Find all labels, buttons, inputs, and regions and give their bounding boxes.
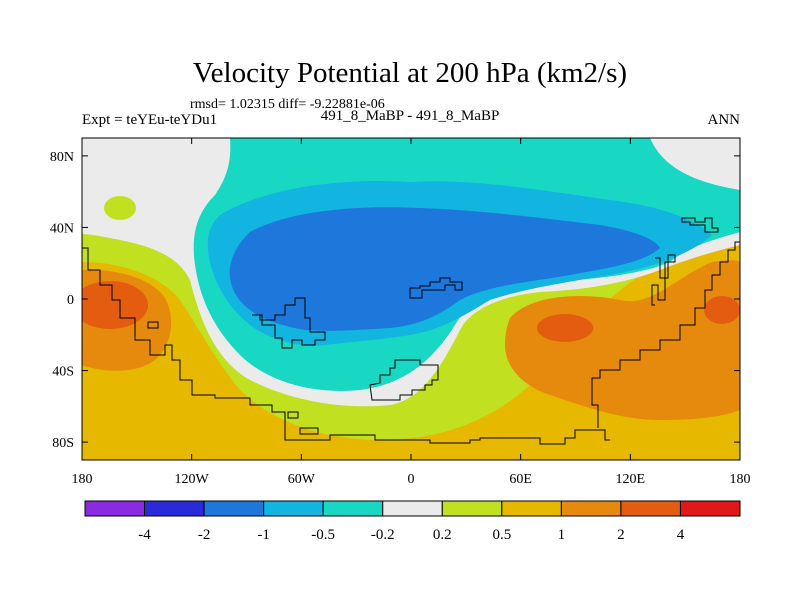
chart-title: Velocity Potential at 200 hPa (km2/s) <box>193 57 627 89</box>
y-tick-label: 80N <box>50 150 74 165</box>
colorbar-level-label: 0.5 <box>492 527 511 543</box>
x-tick-label: 0 <box>408 472 415 487</box>
center-label: 491_8_MaBP - 491_8_MaBP <box>321 108 500 124</box>
colorbar-level-label: 4 <box>677 527 685 543</box>
right-label: ANN <box>708 112 741 128</box>
y-tick-label: 80S <box>52 436 74 451</box>
left-label: Expt = teYEu-teYDu1 <box>82 112 217 128</box>
contour-south-positive-band <box>82 240 740 460</box>
colorbar-swatch <box>263 500 324 517</box>
coastline-americas <box>82 247 610 445</box>
colorbar-level-label: 0.2 <box>433 527 452 543</box>
colorbar-swatch <box>441 500 503 517</box>
y-tick-label: 0 <box>67 293 74 308</box>
coastline-antarctica-east <box>591 241 740 428</box>
x-tick-label: 60E <box>509 472 532 487</box>
colorbar-swatch <box>620 500 681 517</box>
x-tick-label: 60W <box>288 472 316 487</box>
colorbar-swatch <box>382 500 443 517</box>
contour-indian-maximum <box>537 314 593 342</box>
coastline-australia <box>369 359 439 401</box>
stats-line: rmsd= 1.02315 diff= -9.22881e-06 <box>190 97 385 112</box>
coastlines <box>82 217 740 445</box>
colorbar: -4 -2 -1 -0.5 -0.2 0.2 0.5 1 2 4 <box>84 500 741 543</box>
coastline-asia <box>409 277 463 299</box>
colorbar-level-label: -2 <box>198 527 211 543</box>
colorbar-swatch <box>501 500 562 517</box>
colorbar-level-label: 1 <box>558 527 566 543</box>
contour-field <box>82 138 740 460</box>
y-axis: 80N 40N 0 40S 80S <box>50 150 740 451</box>
colorbar-swatch <box>144 500 205 517</box>
y-tick-label: 40N <box>50 221 74 236</box>
x-tick-label: 120W <box>175 472 210 487</box>
x-tick-label: 180 <box>730 472 751 487</box>
contour-strong-negative <box>229 207 660 331</box>
colorbar-level-label: -0.2 <box>371 527 395 543</box>
contour-indian-positive-core <box>505 260 740 420</box>
x-tick-label: 120E <box>616 472 646 487</box>
colorbar-level-label: -4 <box>138 527 151 543</box>
contour-west-maximum <box>82 281 148 329</box>
coastline-africa <box>252 297 326 349</box>
colorbar-swatch <box>679 500 741 517</box>
colorbar-level-label: -0.5 <box>311 527 335 543</box>
coastline-east-asia <box>651 254 676 306</box>
colorbar-level-label: 2 <box>617 527 625 543</box>
colorbar-swatch <box>203 500 265 517</box>
contour-small-positive-patch <box>104 196 136 220</box>
colorbar-level-label: -1 <box>257 527 270 543</box>
x-axis: 180 120W 60W 0 60E 120E 180 <box>72 138 751 487</box>
x-tick-label: 180 <box>72 472 93 487</box>
coastline-north-pacific <box>681 217 719 233</box>
coastline-small-islands <box>147 321 319 435</box>
colorbar-swatch <box>560 500 622 517</box>
colorbar-swatch <box>84 500 146 517</box>
colorbar-swatch <box>322 500 384 517</box>
y-tick-label: 40S <box>52 365 74 380</box>
contour-dateline-maximum <box>704 296 740 324</box>
